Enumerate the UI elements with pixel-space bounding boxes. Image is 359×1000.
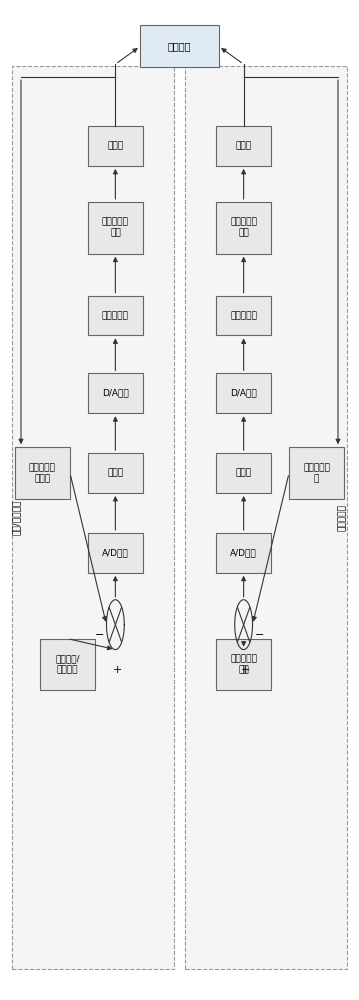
FancyBboxPatch shape	[216, 533, 271, 573]
Text: 加载力控制: 加载力控制	[338, 504, 347, 531]
FancyBboxPatch shape	[88, 126, 143, 166]
Text: +: +	[241, 665, 250, 675]
FancyBboxPatch shape	[216, 639, 271, 690]
Text: 控制器: 控制器	[236, 469, 252, 478]
FancyBboxPatch shape	[216, 296, 271, 335]
Text: D/A转换: D/A转换	[230, 389, 257, 398]
Text: 比例放大器: 比例放大器	[102, 311, 129, 320]
FancyBboxPatch shape	[289, 447, 344, 499]
Text: 给定加载力
信号: 给定加载力 信号	[230, 654, 257, 675]
FancyBboxPatch shape	[88, 533, 143, 573]
FancyBboxPatch shape	[88, 296, 143, 335]
FancyBboxPatch shape	[216, 453, 271, 493]
Text: A/D转换: A/D转换	[230, 548, 257, 557]
FancyBboxPatch shape	[185, 66, 347, 969]
FancyBboxPatch shape	[216, 202, 271, 254]
FancyBboxPatch shape	[216, 126, 271, 166]
Text: 给定速度/
位置信号: 给定速度/ 位置信号	[55, 654, 80, 675]
Text: 测试缸位移
传感器: 测试缸位移 传感器	[29, 463, 56, 483]
FancyBboxPatch shape	[216, 373, 271, 413]
FancyBboxPatch shape	[88, 453, 143, 493]
Text: 比例放大器: 比例放大器	[230, 311, 257, 320]
Text: 位移/速度控制: 位移/速度控制	[12, 500, 21, 535]
Text: D/A转换: D/A转换	[102, 389, 129, 398]
Text: 第二比例同
服阀: 第二比例同 服阀	[102, 218, 129, 238]
Text: 测试缸: 测试缸	[236, 141, 252, 150]
FancyBboxPatch shape	[40, 639, 95, 690]
Text: −: −	[95, 630, 104, 640]
Text: +: +	[112, 665, 122, 675]
FancyBboxPatch shape	[12, 66, 174, 969]
FancyBboxPatch shape	[88, 202, 143, 254]
Text: −: −	[255, 630, 264, 640]
Text: 刚性连接: 刚性连接	[168, 41, 191, 51]
Text: 控制器: 控制器	[107, 469, 123, 478]
Text: 第一比例同
服阀: 第一比例同 服阀	[230, 218, 257, 238]
FancyBboxPatch shape	[140, 25, 219, 67]
Text: 测试缸: 测试缸	[107, 141, 123, 150]
Text: 拉压力传感
器: 拉压力传感 器	[303, 463, 330, 483]
FancyBboxPatch shape	[15, 447, 70, 499]
Text: A/D转换: A/D转换	[102, 548, 129, 557]
FancyBboxPatch shape	[88, 373, 143, 413]
